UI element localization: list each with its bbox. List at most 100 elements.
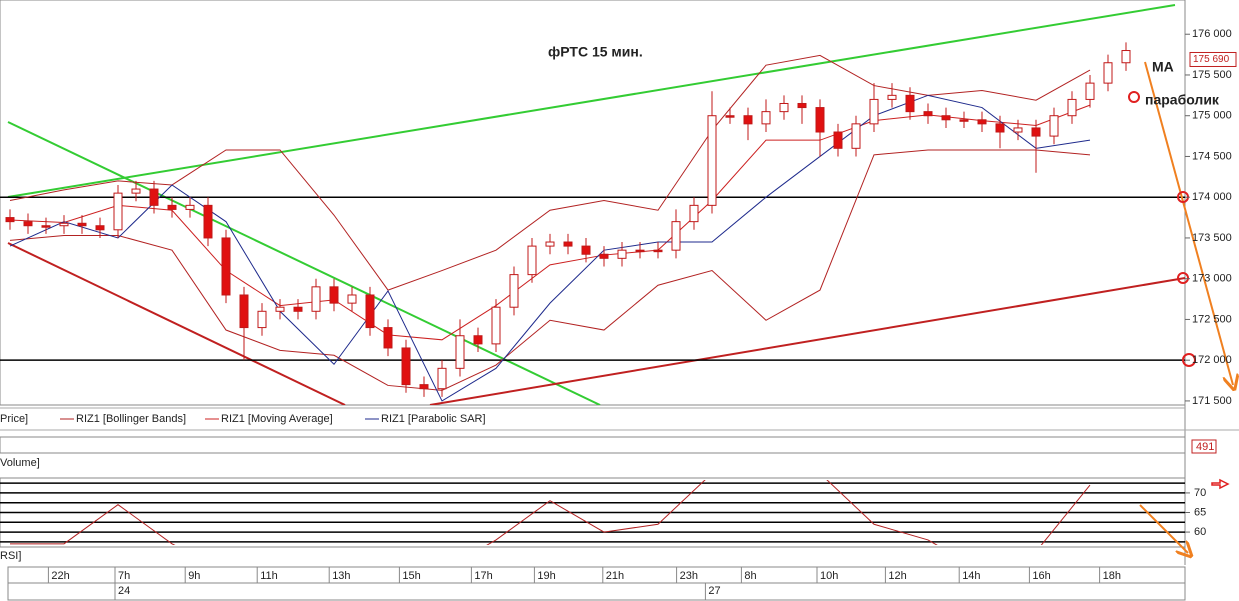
x-tick-label: 17h [474, 570, 492, 582]
arrow [1211, 478, 1230, 490]
candle-body [1067, 98, 1077, 117]
candle-body [671, 221, 681, 251]
candle-body [617, 249, 627, 259]
candle-body [563, 241, 573, 247]
x-tick-label: 18h [1103, 570, 1121, 582]
y-tick-label: 175 500 [1192, 69, 1232, 81]
candle-body [869, 98, 879, 125]
candle-body [1085, 82, 1095, 100]
trend-line [7, 121, 601, 405]
candle-body [905, 94, 915, 113]
arrow [1144, 61, 1233, 385]
x-tick-label: 12h [888, 570, 906, 582]
candle-body [41, 225, 51, 228]
candle-body [635, 249, 645, 253]
y-tick-label: 173 500 [1192, 232, 1232, 244]
candle-body [131, 188, 141, 194]
legend-label: RIZ1 [Bollinger Bands] [76, 413, 186, 425]
annotation: MA [1152, 59, 1174, 75]
candle-body [95, 225, 105, 231]
x-tick-label: 11h [260, 570, 278, 582]
candle-body [743, 115, 753, 125]
candle-body [401, 347, 411, 386]
price-tag [1189, 51, 1237, 67]
candle-body [725, 115, 735, 118]
candle-body [527, 245, 537, 276]
candle-body [239, 294, 249, 329]
x-tick-label: 7h [118, 570, 130, 582]
candle-body [23, 221, 33, 227]
price-tag-label: 175 690 [1193, 54, 1230, 65]
candle-body [545, 241, 555, 247]
y-tick-label: 174 000 [1192, 191, 1232, 203]
candle-body [815, 107, 825, 133]
candle-body [509, 274, 519, 308]
volume-tag [1191, 439, 1217, 454]
candle-body [995, 123, 1005, 133]
candle-body [257, 310, 267, 329]
bollinger-band [9, 149, 1091, 391]
x-tick-label: 8h [744, 570, 756, 582]
candle-body [275, 306, 285, 312]
candle-body [437, 367, 447, 390]
candle-body [329, 286, 339, 304]
x-tick-label: 9h [188, 570, 200, 582]
candle-body [779, 102, 789, 113]
marker-circle [1177, 272, 1189, 284]
candle-body [851, 123, 861, 149]
arrow [1139, 504, 1188, 553]
date-label: 24 [118, 585, 130, 597]
candle-body [185, 204, 195, 210]
candle-body [653, 249, 663, 253]
date-label: 27 [708, 585, 720, 597]
candle-body [473, 335, 483, 345]
marker-circle [1182, 353, 1196, 367]
x-tick-label: 22h [51, 570, 69, 582]
panel-label: Volume] [0, 457, 40, 469]
rsi-layer [0, 480, 1185, 545]
candle-body [221, 237, 231, 296]
legend-label: RIZ1 [Parabolic SAR] [381, 413, 486, 425]
candle-body [149, 188, 159, 206]
price-layer [0, 42, 1185, 402]
trend-line [7, 242, 346, 405]
y-tick-label: 171 500 [1192, 395, 1232, 407]
candle-body [167, 204, 177, 210]
y-tick-label: 65 [1194, 506, 1206, 518]
candle-body [833, 131, 843, 149]
y-tick-label: 172 500 [1192, 313, 1232, 325]
chart-title: фРТС 15 мин. [548, 44, 643, 60]
candle-body [1049, 115, 1059, 137]
candle-body [203, 204, 213, 239]
candle-body [1121, 50, 1131, 64]
candle-body [1013, 127, 1023, 133]
candle-body [311, 286, 321, 312]
x-tick-label: 21h [606, 570, 624, 582]
candle-body [941, 115, 951, 121]
y-tick-label: 176 000 [1192, 28, 1232, 40]
annotation: параболик [1145, 92, 1220, 108]
rsi-line [10, 480, 1091, 545]
trend-line [429, 277, 1185, 405]
candle-body [977, 119, 987, 125]
candle-body [797, 102, 807, 109]
candle-body [77, 222, 87, 227]
candle-body [923, 111, 933, 117]
legend-label: Price] [0, 413, 28, 425]
candle-body [113, 192, 123, 231]
candle-body [347, 294, 357, 304]
candle-body [1103, 62, 1113, 84]
candle-body [599, 253, 609, 259]
candle-body [887, 94, 897, 100]
volume-value: 491 [1196, 441, 1214, 453]
candle-body [707, 115, 717, 206]
candle-body [959, 119, 969, 122]
y-tick-label: 174 500 [1192, 150, 1232, 162]
y-tick-label: 172 000 [1192, 354, 1232, 366]
x-tick-label: 23h [680, 570, 698, 582]
candle-body [383, 327, 393, 349]
candle-body [59, 222, 69, 227]
y-tick-label: 70 [1194, 487, 1206, 499]
legend: RIZ1 [Bollinger Bands] RIZ1 [Moving Avera… [60, 413, 486, 425]
